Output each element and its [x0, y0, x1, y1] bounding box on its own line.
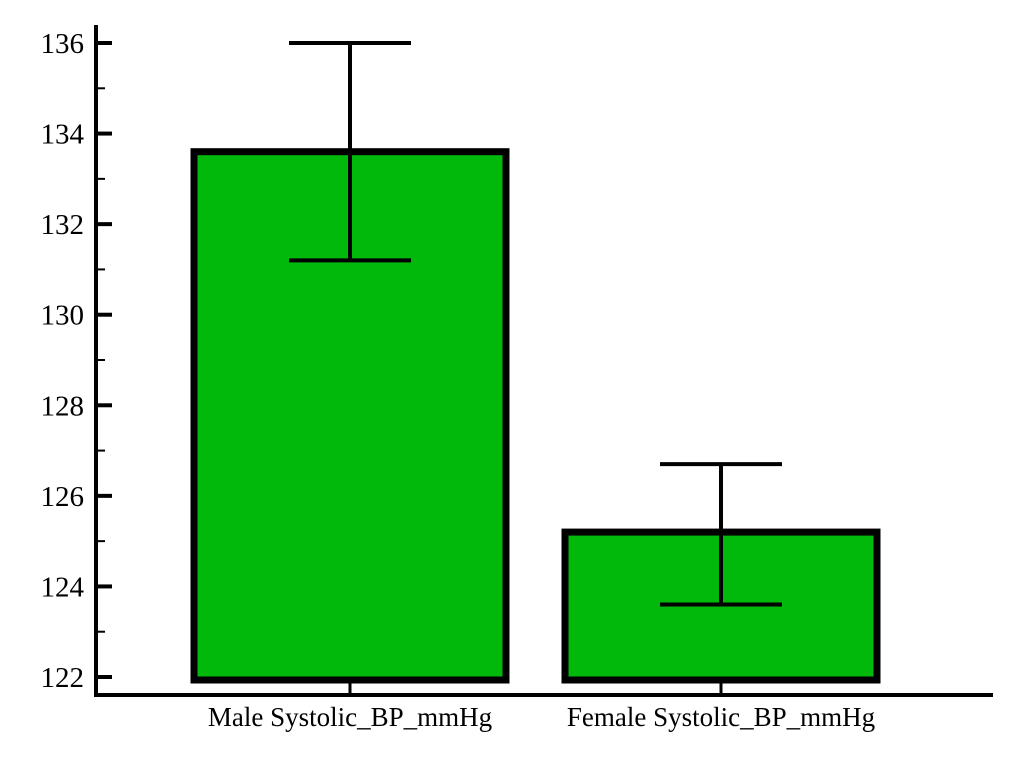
y-tick-label-126: 126: [41, 481, 85, 513]
y-tick-label-124: 124: [41, 571, 85, 603]
x-category-label-male: Male Systolic_BP_mmHg: [208, 702, 492, 732]
y-tick-label-134: 134: [41, 119, 85, 151]
y-tick-label-130: 130: [41, 300, 85, 332]
x-category-label-female: Female Systolic_BP_mmHg: [567, 702, 875, 732]
y-tick-label-122: 122: [41, 662, 85, 694]
y-tick-label-132: 132: [41, 209, 85, 241]
y-tick-label-136: 136: [41, 28, 85, 60]
y-tick-label-128: 128: [41, 390, 85, 422]
